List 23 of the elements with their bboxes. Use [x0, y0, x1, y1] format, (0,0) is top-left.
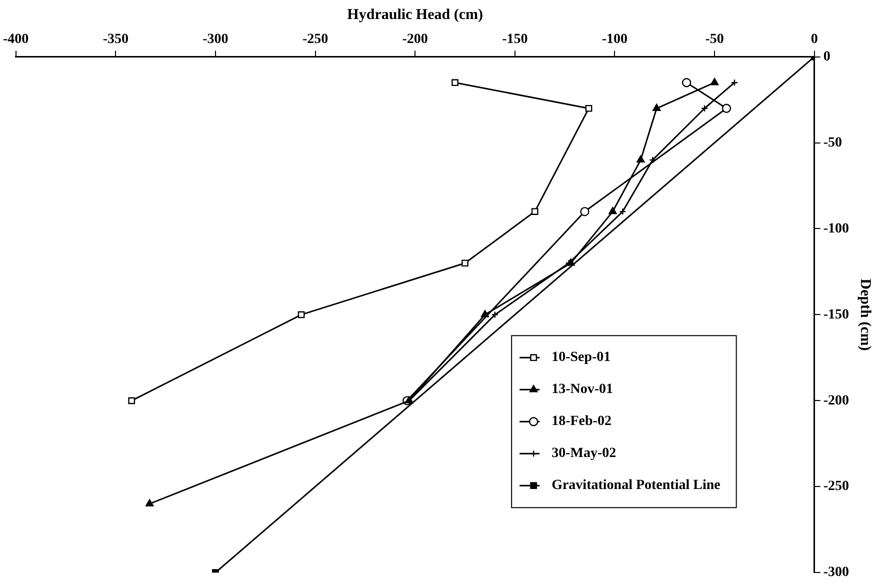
legend-label: Gravitational Potential Line: [552, 478, 720, 494]
x-tick-label: -400: [2, 32, 29, 48]
x-tick-label: 0: [810, 32, 818, 48]
y-tick-label: -50: [823, 135, 842, 150]
y-axis-title: Depth (cm): [857, 278, 874, 351]
legend-label: 13-Nov-01: [552, 382, 614, 398]
legend-label: 30-May-02: [552, 446, 616, 462]
legend-label: 18-Feb-02: [552, 414, 612, 430]
legend-label: 10-Sep-01: [552, 350, 611, 366]
x-axis-title: Hydraulic Head (cm): [347, 6, 483, 23]
y-tick-label: -300: [823, 565, 850, 580]
y-tick-label: -250: [823, 479, 850, 494]
x-tick-label: -50: [705, 32, 724, 48]
y-tick-label: 0: [823, 49, 830, 64]
y-tick-label: -150: [823, 307, 850, 322]
x-tick-label: -350: [102, 32, 128, 48]
x-tick-label: -250: [302, 32, 328, 48]
x-tick-label: -200: [402, 32, 428, 48]
x-tick-label: -150: [502, 32, 528, 48]
x-tick-label: -100: [602, 32, 628, 48]
y-tick-label: -100: [823, 221, 850, 236]
x-tick-label: -300: [202, 32, 228, 48]
y-tick-label: -200: [823, 393, 850, 408]
